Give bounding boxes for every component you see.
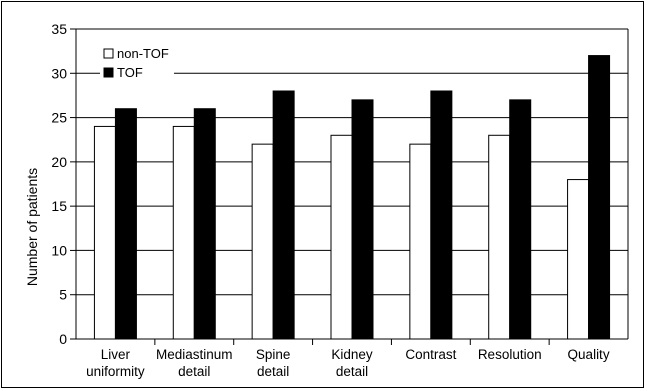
bar-non-tof-0 — [93, 125, 116, 340]
bar-non-tof-4 — [409, 143, 432, 340]
x-tick-label: detail — [178, 364, 210, 379]
y-tick-label: 10 — [51, 242, 67, 258]
y-tick-label: 35 — [51, 21, 67, 37]
axes — [75, 29, 629, 340]
bar-non-tof-3 — [330, 134, 353, 340]
y-tick-label: 20 — [51, 154, 67, 170]
x-tick-label: detail — [336, 364, 368, 379]
bars — [93, 55, 611, 345]
bar-non-tof-6 — [567, 179, 590, 340]
y-tick-label: 15 — [51, 198, 67, 214]
x-tick-label: Kidney — [331, 347, 373, 362]
y-tick-label: 0 — [59, 331, 67, 347]
x-tick-label: Liver — [101, 347, 131, 362]
x-tick-labels: Liver uniformity Mediastinum detail Spine det… — [86, 347, 610, 379]
x-tick-label: uniformity — [86, 364, 145, 379]
bar-tof-2 — [272, 90, 295, 340]
bar-tof-6 — [588, 55, 611, 340]
x-tick-label: Resolution — [478, 347, 542, 362]
bar-tof-3 — [351, 99, 374, 340]
bar-tof-5 — [509, 99, 532, 340]
x-tick-label: detail — [257, 364, 289, 379]
y-tick-label: 5 — [59, 287, 67, 303]
legend-label: non-TOF — [117, 46, 169, 61]
y-axis-label: Number of patients — [24, 168, 40, 286]
x-tick-label: Spine — [256, 347, 291, 362]
legend-swatch-tof — [103, 67, 114, 78]
legend-swatch-non-tof — [103, 48, 114, 59]
legend: non-TOF TOF — [100, 44, 174, 80]
x-tick-label: Contrast — [405, 347, 456, 362]
bar-tof-1 — [193, 108, 216, 340]
x-tick-label: Mediastinum — [156, 347, 233, 362]
x-tick-label: Quality — [568, 347, 610, 362]
bar-tof-4 — [430, 90, 453, 340]
y-tick-label: 25 — [51, 110, 67, 126]
bar-non-tof-2 — [251, 143, 274, 340]
bar-non-tof-5 — [488, 134, 511, 340]
legend-label: TOF — [117, 65, 143, 80]
y-tick-labels: 0 5 10 15 20 25 30 35 — [51, 21, 67, 347]
y-tick-label: 30 — [51, 65, 67, 81]
bar-non-tof-1 — [172, 125, 195, 340]
bar-tof-0 — [114, 108, 137, 340]
